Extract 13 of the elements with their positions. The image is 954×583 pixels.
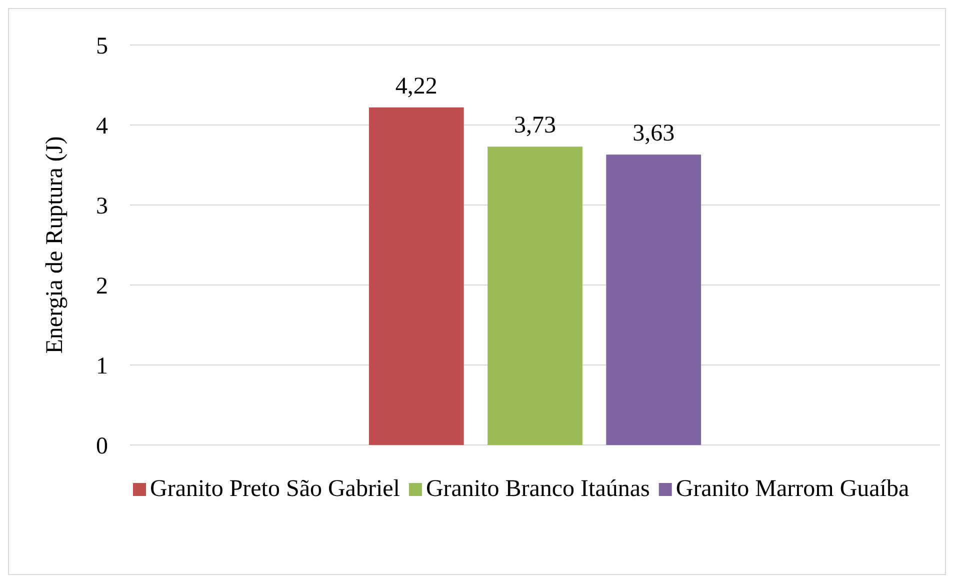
legend-label: Granito Branco Itaúnas: [426, 476, 650, 502]
data-label: 3,73: [514, 112, 556, 139]
data-label: 4,22: [395, 73, 438, 100]
y-tick-label: 2: [96, 273, 108, 300]
y-axis-title: Energia de Ruptura (J): [42, 136, 68, 354]
y-tick-label: 3: [96, 193, 108, 220]
legend-label: Granito Marrom Guaíba: [676, 476, 910, 502]
y-tick-label: 4: [96, 113, 108, 140]
data-label: 3,63: [632, 120, 675, 147]
y-tick-label: 5: [96, 33, 108, 60]
y-tick-label: 1: [96, 353, 108, 380]
y-tick-label: 0: [96, 433, 108, 460]
legend-label: Granito Preto São Gabriel: [150, 476, 400, 502]
